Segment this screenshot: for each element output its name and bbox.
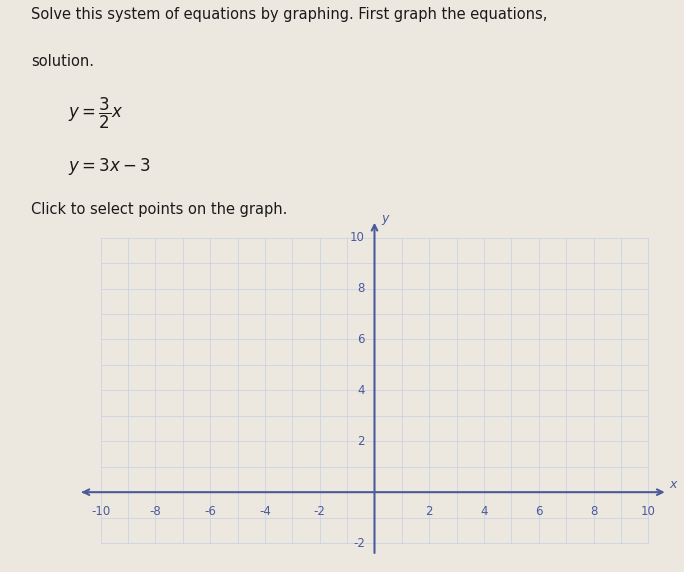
Text: solution.: solution. [31, 54, 94, 69]
Text: Solve this system of equations by graphing. First graph the equations,: Solve this system of equations by graphi… [31, 6, 547, 22]
Text: -6: -6 [205, 505, 216, 518]
Text: -2: -2 [353, 537, 365, 550]
Text: 2: 2 [358, 435, 365, 448]
Text: 4: 4 [480, 505, 488, 518]
Text: 6: 6 [358, 333, 365, 346]
Text: -10: -10 [91, 505, 110, 518]
Text: y: y [382, 212, 389, 225]
Text: -8: -8 [150, 505, 161, 518]
Text: 10: 10 [350, 231, 365, 244]
Text: 8: 8 [358, 282, 365, 295]
Text: Click to select points on the graph.: Click to select points on the graph. [31, 202, 287, 217]
Text: $y = \dfrac{3}{2}x$: $y = \dfrac{3}{2}x$ [68, 96, 124, 131]
Text: -4: -4 [259, 505, 271, 518]
Text: $y = 3x - 3$: $y = 3x - 3$ [68, 157, 151, 177]
Text: -2: -2 [314, 505, 326, 518]
Text: 4: 4 [358, 384, 365, 397]
Text: 8: 8 [590, 505, 597, 518]
Text: 2: 2 [425, 505, 433, 518]
Text: 10: 10 [641, 505, 656, 518]
Text: 6: 6 [535, 505, 542, 518]
Text: x: x [669, 478, 676, 491]
